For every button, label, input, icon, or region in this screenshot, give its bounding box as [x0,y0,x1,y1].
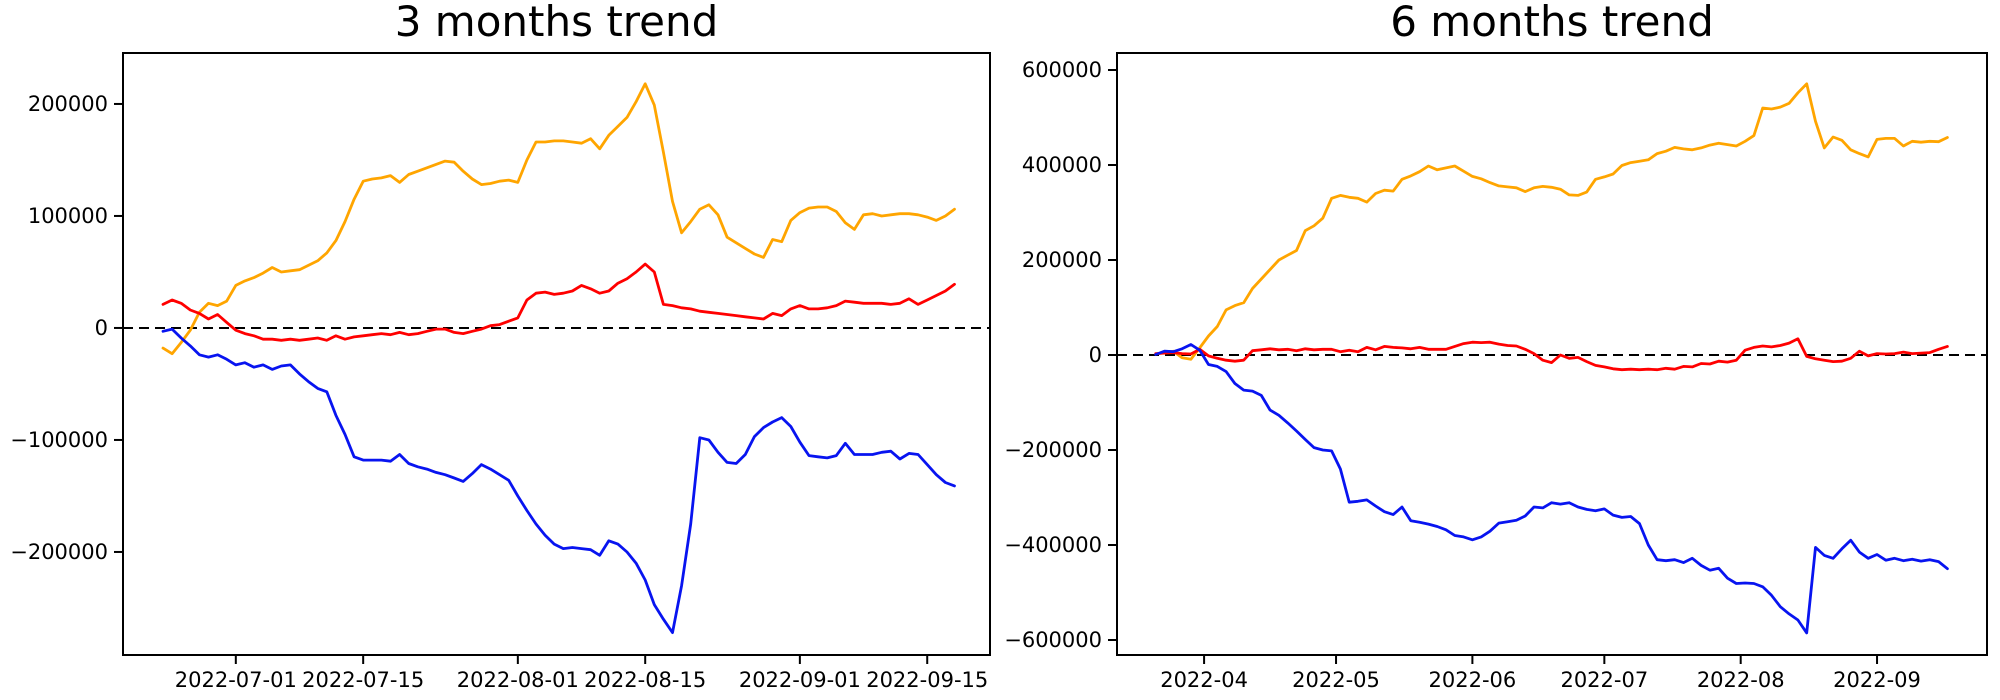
series-line-blue [1154,343,1949,635]
series-line-blue [161,327,956,634]
y-tick-label: −400000 [1004,533,1102,557]
x-tick-label: 2022-04 [1160,668,1248,692]
y-tick-label: 100000 [28,204,108,228]
x-tick-label: 2022-08-15 [584,668,706,692]
x-tick-label: 2022-08 [1697,668,1785,692]
series-line-red [1154,337,1949,372]
y-tick-label: 200000 [28,92,108,116]
y-tick-label: −200000 [10,540,108,564]
x-tick-label: 2022-08-01 [457,668,579,692]
x-tick-label: 2022-07-01 [175,668,297,692]
chart-title-3-months: 3 months trend [394,0,719,46]
y-tick-label: 200000 [1022,248,1102,272]
y-tick-label: −200000 [1004,438,1102,462]
series-line-red [161,262,956,342]
x-tick-label: 2022-09-15 [866,668,988,692]
chart-title-6-months: 6 months trend [1390,0,1714,46]
x-tick-label: 2022-09-01 [739,668,861,692]
axes-border [122,52,991,656]
y-tick-label: 600000 [1022,58,1102,82]
x-tick-label: 2022-05 [1292,668,1380,692]
series-line-orange [1154,82,1949,361]
x-tick-label: 2022-07-15 [302,668,424,692]
x-tick-label: 2022-09 [1833,668,1921,692]
y-tick-label: 0 [95,316,108,340]
y-tick-label: 0 [1089,343,1102,367]
x-tick-label: 2022-07 [1560,668,1648,692]
x-tick-label: 2022-06 [1429,668,1517,692]
y-tick-label: 400000 [1022,153,1102,177]
series-line-orange [161,82,956,356]
y-tick-label: −100000 [10,428,108,452]
y-tick-label: −600000 [1004,628,1102,652]
